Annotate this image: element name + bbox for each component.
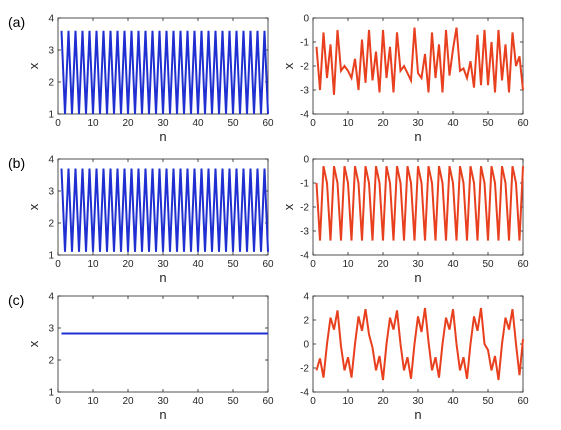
series-line-a-left bbox=[60, 30, 269, 115]
axes-frame bbox=[57, 295, 269, 393]
series-line-c-right bbox=[315, 307, 524, 381]
y-tick-label: 4 bbox=[303, 292, 309, 303]
x-tick-label: 40 bbox=[192, 259, 204, 270]
y-axis-label: x bbox=[26, 62, 41, 69]
y-tick-label: -2 bbox=[300, 203, 309, 214]
panel-label-a: (a) bbox=[8, 14, 25, 30]
x-tick-label: 10 bbox=[342, 396, 354, 407]
y-tick-label: 1 bbox=[48, 388, 54, 399]
x-tick-label: 30 bbox=[157, 118, 169, 129]
panel-label-b: (b) bbox=[8, 155, 25, 171]
x-tick-label: 40 bbox=[447, 118, 459, 129]
x-tick-label: 40 bbox=[447, 259, 459, 270]
y-tick-label: -3 bbox=[300, 227, 309, 238]
panel-label-c: (c) bbox=[8, 292, 24, 308]
chart-b-left: 0 10 20 30 40 50 60 1 2 3 4 n x bbox=[26, 155, 274, 286]
series-line-b-left bbox=[60, 168, 269, 252]
y-tick-label: 3 bbox=[48, 187, 54, 198]
series-line-b-right bbox=[315, 165, 524, 241]
chart-b-right: 0 10 20 30 40 50 60 -4 -3 -2 -1 0 n x bbox=[281, 155, 529, 286]
x-tick-label: 30 bbox=[157, 259, 169, 270]
axes-frame bbox=[312, 295, 524, 393]
x-tick-label: 0 bbox=[310, 396, 316, 407]
x-tick-label: 50 bbox=[482, 118, 494, 129]
y-tick-label: 0 bbox=[303, 14, 309, 25]
y-tick-label: 0 bbox=[303, 340, 309, 351]
x-axis-label: n bbox=[159, 270, 166, 285]
x-tick-label: 20 bbox=[122, 259, 134, 270]
x-tick-label: 30 bbox=[412, 259, 424, 270]
y-tick-label: 4 bbox=[48, 14, 54, 25]
chart-c-right: 0 10 20 30 40 50 60 -4 -2 0 2 4 n bbox=[300, 292, 529, 423]
y-tick-label: 2 bbox=[48, 356, 54, 367]
x-tick-label: 50 bbox=[227, 259, 239, 270]
y-tick-label: -3 bbox=[300, 86, 309, 97]
x-tick-label: 0 bbox=[310, 118, 316, 129]
x-tick-label: 40 bbox=[192, 396, 204, 407]
y-tick-label: 4 bbox=[48, 155, 54, 166]
x-tick-label: 10 bbox=[342, 118, 354, 129]
x-tick-label: 10 bbox=[87, 259, 99, 270]
x-tick-label: 60 bbox=[517, 259, 529, 270]
y-axis-label: x bbox=[26, 203, 41, 210]
x-axis-label: n bbox=[414, 129, 421, 144]
x-tick-label: 60 bbox=[262, 118, 274, 129]
x-tick-label: 30 bbox=[412, 396, 424, 407]
y-axis-label: x bbox=[281, 62, 296, 69]
x-tick-label: 60 bbox=[517, 118, 529, 129]
y-tick-label: 2 bbox=[303, 316, 309, 327]
x-tick-label: 20 bbox=[377, 259, 389, 270]
x-tick-label: 50 bbox=[482, 396, 494, 407]
x-tick-label: 60 bbox=[262, 396, 274, 407]
y-tick-label: 3 bbox=[48, 46, 54, 57]
y-tick-label: 4 bbox=[48, 292, 54, 303]
x-axis-label: n bbox=[414, 407, 421, 422]
x-tick-label: 40 bbox=[192, 118, 204, 129]
x-axis-label: n bbox=[414, 270, 421, 285]
x-tick-label: 50 bbox=[227, 118, 239, 129]
y-tick-label: -4 bbox=[300, 251, 309, 262]
x-axis-label: n bbox=[159, 129, 166, 144]
chart-a-left: 0 10 20 30 40 50 60 1 2 3 4 n x bbox=[26, 14, 274, 145]
x-tick-label: 50 bbox=[482, 259, 494, 270]
x-tick-label: 10 bbox=[87, 396, 99, 407]
y-tick-label: -4 bbox=[300, 388, 309, 399]
y-axis-label: x bbox=[26, 340, 41, 347]
x-tick-label: 60 bbox=[262, 259, 274, 270]
x-tick-label: 20 bbox=[377, 118, 389, 129]
y-tick-label: -1 bbox=[300, 38, 309, 49]
y-tick-label: -1 bbox=[300, 179, 309, 190]
x-axis-label: n bbox=[159, 407, 166, 422]
x-tick-label: 60 bbox=[517, 396, 529, 407]
chart-a-right: 0 10 20 30 40 50 60 -4 -3 -2 -1 0 n x bbox=[281, 14, 529, 145]
y-tick-label: -4 bbox=[300, 110, 309, 121]
chart-c-left: 0 10 20 30 40 50 60 1 2 3 4 n x bbox=[26, 292, 274, 423]
y-tick-label: 0 bbox=[303, 155, 309, 166]
x-tick-label: 0 bbox=[55, 118, 61, 129]
x-tick-label: 50 bbox=[227, 396, 239, 407]
x-tick-label: 40 bbox=[447, 396, 459, 407]
y-tick-label: 1 bbox=[48, 251, 54, 262]
y-tick-label: -2 bbox=[300, 364, 309, 375]
y-tick-label: 2 bbox=[48, 78, 54, 89]
y-tick-label: 2 bbox=[48, 219, 54, 230]
x-tick-label: 20 bbox=[377, 396, 389, 407]
y-tick-label: 3 bbox=[48, 324, 54, 335]
x-tick-label: 0 bbox=[310, 259, 316, 270]
x-tick-label: 30 bbox=[157, 396, 169, 407]
x-tick-label: 0 bbox=[55, 396, 61, 407]
x-tick-label: 30 bbox=[412, 118, 424, 129]
x-tick-label: 20 bbox=[122, 118, 134, 129]
x-tick-label: 10 bbox=[87, 118, 99, 129]
y-tick-label: 1 bbox=[48, 110, 54, 121]
series-line-a-right bbox=[315, 27, 524, 95]
y-axis-label: x bbox=[281, 203, 296, 210]
x-tick-label: 10 bbox=[342, 259, 354, 270]
x-tick-label: 20 bbox=[122, 396, 134, 407]
y-tick-label: -2 bbox=[300, 62, 309, 73]
x-tick-label: 0 bbox=[55, 259, 61, 270]
